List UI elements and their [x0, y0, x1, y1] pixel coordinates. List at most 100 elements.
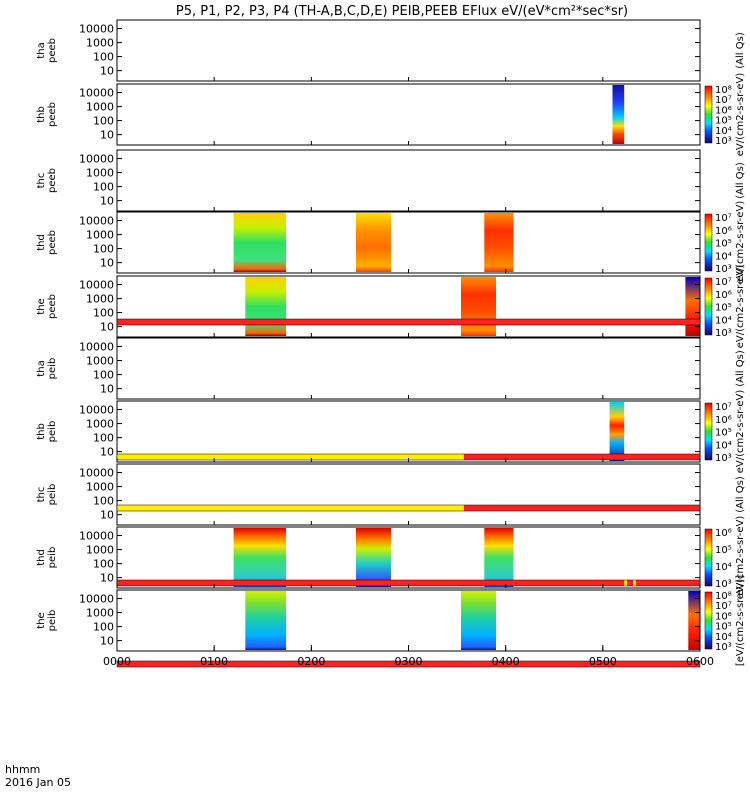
spectrogram-block	[685, 277, 700, 336]
time-axis: 0000 0100 0200 0300 0400 0500 0600	[103, 77, 714, 668]
y-tick-label: 10000	[79, 153, 114, 166]
y-tick-label: 10	[100, 257, 114, 270]
panel-label: thdpeib	[36, 547, 58, 569]
flag-segment	[633, 580, 636, 586]
y-tick-label: 1000	[86, 544, 114, 557]
panel-frame	[116, 275, 701, 338]
flag-segment	[117, 661, 700, 667]
y-tick-label: 10	[100, 321, 114, 334]
y-tick-label: 10	[100, 635, 114, 648]
colorbar-tick-label: 10⁸	[715, 591, 732, 602]
colorbar-tick-label: 10³	[715, 579, 732, 590]
colorbar-label: eV/(cm2-s-sr-eV)	[735, 390, 746, 474]
y-tick-label: 1000	[86, 293, 114, 306]
colorbar-tick-label: 10⁶	[715, 611, 732, 622]
flag-bar	[116, 660, 701, 668]
spectrogram-block	[461, 591, 496, 650]
panel-frame	[116, 589, 701, 652]
colorbar-tick-label: 10³	[715, 453, 732, 464]
y-tick-label: 100	[93, 181, 114, 194]
flag-segment	[117, 580, 700, 586]
x-tick-label: 0000	[103, 655, 131, 668]
y-tick-label: 100	[93, 243, 114, 256]
y-tick-label: 1000	[86, 101, 114, 114]
panel-label: thbpeib	[36, 421, 58, 443]
x-tick-label: 0300	[395, 655, 423, 668]
colorbar-label: eV/(cm2-s-sr-eV)	[735, 516, 746, 600]
colorbar	[704, 402, 713, 461]
colorbar-tick-label: 10⁸	[715, 85, 732, 96]
colorbar-tick-label: 10⁷	[715, 95, 732, 106]
flag-segment	[117, 454, 464, 460]
panel-frame	[116, 19, 701, 82]
y-tick-label: 100	[93, 51, 114, 64]
spectrogram-block	[688, 591, 700, 650]
y-tick-label: 10000	[79, 279, 114, 292]
colorbar-label: eV/(cm2-s-sr-eV)	[735, 73, 746, 157]
colorbar-label: [eV/(cm2-s-sr-eV)]	[735, 575, 746, 666]
spectrogram-block	[356, 528, 391, 587]
y-tick-label: 10000	[79, 467, 114, 480]
colorbar-tick-label: 10⁵	[715, 303, 732, 314]
x-tick-label: 0600	[686, 655, 714, 668]
colorbar-tick-label: 10⁶	[715, 290, 732, 301]
colorbar-tick-label: 10³	[715, 136, 732, 147]
panel-frame	[116, 149, 701, 212]
y-tick-label: 1000	[86, 167, 114, 180]
colorbar-tick-label: 10⁷	[715, 277, 732, 288]
colorbar	[704, 85, 713, 144]
colorbar-tick-label: 10⁷	[715, 601, 732, 612]
y-tick-label: 10000	[79, 87, 114, 100]
spectrogram-block	[484, 528, 514, 587]
y-tick-label: 1000	[86, 481, 114, 494]
panel-label: thdpeeb	[36, 230, 58, 255]
x-tick-label: 0100	[200, 655, 228, 668]
colorbar-tick-label: 10⁷	[715, 213, 732, 224]
panel-label: thapeib	[36, 358, 58, 380]
y-tick-label: 100	[93, 369, 114, 382]
colorbar-tick-label: 10³	[715, 328, 732, 339]
y-tick-label: 100	[93, 558, 114, 571]
spectrogram-block	[484, 213, 514, 272]
y-tick-label: 1000	[86, 418, 114, 431]
colorbar-label: eV/(cm2-s-sr-eV)	[735, 201, 746, 285]
quality-flag-bars	[116, 318, 701, 668]
colorbar-tick-label: 10⁷	[715, 402, 732, 413]
panel-label: thcpeib	[36, 484, 58, 506]
colorbar-tick-label: 10⁶	[715, 105, 732, 116]
y-tick-label: 10	[100, 383, 114, 396]
y-tick-label: 10000	[79, 23, 114, 36]
y-tick-label: 1000	[86, 355, 114, 368]
y-tick-label: 1000	[86, 229, 114, 242]
flag-segment	[624, 580, 628, 586]
panel-label: thepeeb	[36, 294, 58, 319]
colorbar-tick-label: 10³	[715, 642, 732, 653]
colorbar	[704, 528, 713, 587]
colorbar-label: (All Qs)	[735, 162, 746, 199]
flag-segment	[463, 505, 700, 511]
y-tick-label: 10000	[79, 215, 114, 228]
colorbar	[704, 277, 713, 336]
colorbar-tick-label: 10⁶	[715, 226, 732, 237]
chart-title: P5, P1, P2, P3, P4 (TH-A,B,C,D,E) PEIB,P…	[176, 4, 628, 19]
y-tick-label: 10	[100, 195, 114, 208]
spectrogram-block	[245, 591, 287, 650]
colorbar-tick-label: 10⁶	[715, 528, 732, 539]
colorbar-label: eV/(cm2-s-sr-eV)	[735, 265, 746, 349]
y-tick-label: 100	[93, 115, 114, 128]
x-footer-hhmm: hhmm	[5, 763, 40, 776]
panel-frame	[116, 526, 701, 589]
y-tick-label: 1000	[86, 607, 114, 620]
flag-bar	[116, 318, 701, 326]
x-tick-label: 0200	[297, 655, 325, 668]
panel-label: thepeib	[36, 610, 58, 632]
spectrogram-block	[356, 213, 391, 272]
spectrogram-block	[609, 402, 625, 461]
